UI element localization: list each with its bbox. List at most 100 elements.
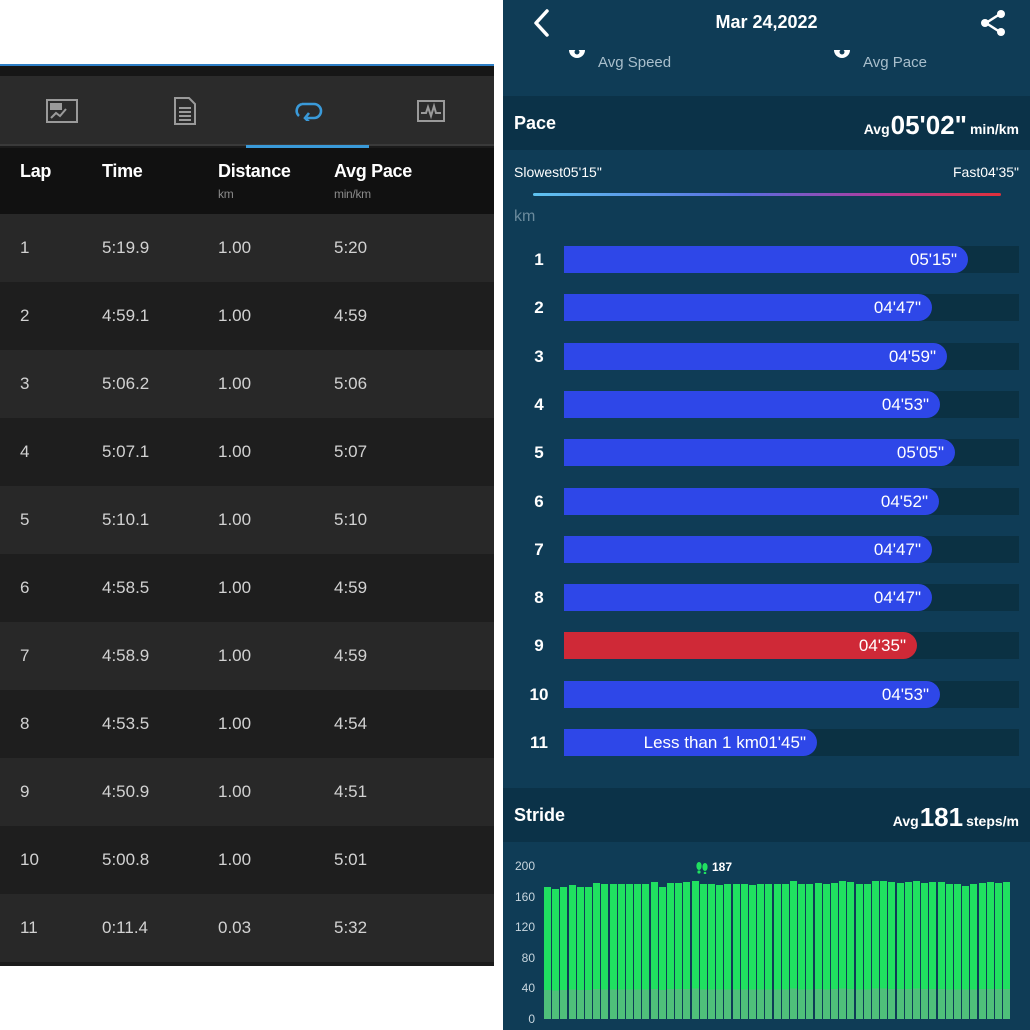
lap-cell-lap: 2	[20, 306, 30, 325]
stride-bar	[978, 882, 986, 1019]
run-detail-panel: Mar 24,2022 Avg Speed Avg Pace Pace Avg	[503, 0, 1030, 1030]
pace-row: 6 04'52"	[503, 487, 1030, 515]
lap-cell-pace: 5:32	[334, 918, 368, 937]
lap-cell-lap: 3	[20, 374, 30, 393]
pace-bar: 04'59"	[564, 342, 947, 370]
lap-row[interactable]: 8 4:53.5 1.00 4:54	[0, 690, 494, 758]
detail-header: Mar 24,2022 Avg Speed Avg Pace	[503, 0, 1030, 95]
lap-row[interactable]: 3 5:06.2 1.00 5:06	[0, 350, 494, 418]
stride-bar	[585, 887, 592, 1019]
stride-bar	[544, 887, 551, 1019]
lap-cell-time: 4:58.9	[102, 646, 150, 665]
stride-bar	[855, 883, 863, 1019]
lap-row[interactable]: 6 4:58.5 1.00 4:59	[0, 554, 494, 622]
pace-row-km: 7	[534, 539, 544, 559]
lap-cell-time: 5:19.9	[102, 238, 150, 257]
lap-cell-time: 4:58.5	[102, 578, 150, 597]
stride-bar	[880, 880, 888, 1019]
pace-row: 8 04'47"	[503, 584, 1030, 612]
lap-row[interactable]: 11 0:11.4 0.03 5:32	[0, 894, 494, 962]
avg-pace-unit: min/km	[334, 187, 371, 201]
stride-bar	[913, 881, 920, 1019]
lap-row[interactable]: 7 4:58.9 1.00 4:59	[0, 622, 494, 690]
lap-cell-lap: 11	[20, 918, 38, 937]
activity-date: Mar 24,2022	[715, 12, 818, 32]
stride-bar	[863, 884, 871, 1019]
stride-bar	[593, 882, 601, 1019]
lap-cell-time: 5:07.1	[102, 442, 150, 461]
lap-cell-distance: 1.00	[218, 714, 252, 733]
laps-panel: Lap Time Distance km Avg Pace min/km 1 5:…	[0, 64, 494, 966]
pace-chart: Slowest05'15" Fast04'35" km 1 05'15" 2 04'4…	[503, 150, 1030, 780]
lap-cell-time: 5:06.2	[102, 374, 150, 393]
stride-bar	[626, 883, 633, 1019]
fastest-label: Fast04'35"	[952, 164, 1019, 180]
stride-y-tick: 40	[521, 981, 535, 996]
pace-section-header: Pace Avg 05'02" min/km	[503, 96, 1030, 150]
pace-bar-fastest: 04'35"	[564, 632, 917, 660]
chart-card-icon	[45, 99, 78, 123]
pace-row: 9 04'35"	[503, 632, 1030, 660]
laps-loop-icon	[294, 102, 322, 121]
back-arrow-icon[interactable]	[531, 8, 553, 38]
stride-bar	[552, 888, 560, 1019]
lap-cell-time: 0:11.4	[102, 918, 149, 937]
stride-average: Avg 181 steps/m	[892, 802, 1019, 832]
stride-bar	[601, 884, 609, 1019]
lap-cell-lap: 10	[20, 850, 39, 869]
stride-chart: 187 200 160 120 80 40 0	[503, 844, 1030, 1030]
lap-cell-lap: 1	[20, 238, 30, 257]
stride-bar	[962, 885, 970, 1019]
stride-bar	[732, 884, 740, 1019]
lap-row[interactable]: 4 5:07.1 1.00 5:07	[0, 418, 494, 486]
stride-bar	[995, 882, 1002, 1019]
avg-speed-label: Avg Speed	[598, 54, 672, 71]
stride-peak-marker: 187	[695, 860, 732, 874]
col-avg-pace: Avg Pace min/km	[334, 161, 412, 201]
footprints-icon	[696, 861, 708, 874]
stride-bar	[847, 882, 855, 1019]
stride-bar	[831, 882, 838, 1019]
stride-bar	[658, 887, 666, 1019]
lap-row[interactable]: 2 4:59.1 1.00 4:59	[0, 282, 494, 350]
tab-stats[interactable]	[123, 76, 246, 146]
tab-bar	[0, 76, 494, 148]
pace-row: 5 05'05"	[503, 439, 1030, 467]
pace-row-km: 8	[534, 588, 544, 608]
pace-row: 4 04'53"	[503, 390, 1030, 418]
tab-overview[interactable]	[0, 76, 123, 146]
stride-bar	[667, 882, 674, 1019]
share-icon[interactable]	[978, 8, 1008, 38]
accent-line	[0, 64, 494, 66]
activity-graph-icon	[416, 100, 445, 122]
lap-cell-pace: 4:59	[334, 306, 368, 325]
lap-cell-time: 4:53.5	[102, 714, 150, 733]
lap-row[interactable]: 9 4:50.9 1.00 4:51	[0, 758, 494, 826]
pace-row-km: 2	[534, 298, 544, 318]
stride-bar	[945, 884, 953, 1019]
km-axis-label: km	[514, 208, 536, 225]
stride-bar	[708, 884, 715, 1019]
lap-row[interactable]: 10 5:00.8 1.00 5:01	[0, 826, 494, 894]
pace-row-km: 6	[534, 491, 544, 511]
tab-laps[interactable]	[246, 76, 369, 148]
slowest-label: Slowest05'15"	[514, 164, 602, 180]
stride-bar	[568, 885, 576, 1019]
pace-bar: 04'52"	[564, 487, 939, 515]
pace-bar: 04'53"	[564, 680, 940, 708]
lap-cell-distance: 1.00	[218, 578, 252, 597]
pace-row: 1 05'15"	[503, 246, 1030, 273]
lap-cell-lap: 6	[20, 578, 30, 597]
stride-y-tick: 200	[514, 859, 535, 873]
stride-bar	[642, 884, 650, 1019]
stride-bar	[576, 886, 584, 1019]
pace-row: 10 04'53"	[503, 680, 1030, 708]
lap-row[interactable]: 5 5:10.1 1.00 5:10	[0, 486, 494, 554]
lap-cell-pace: 4:59	[334, 646, 368, 665]
stride-section-header: Stride Avg 181 steps/m	[503, 788, 1030, 842]
lap-cell-distance: 1.00	[218, 646, 252, 665]
tab-graphs[interactable]	[369, 76, 492, 146]
stride-bar	[904, 882, 912, 1019]
distance-unit: km	[218, 187, 234, 201]
lap-row[interactable]: 1 5:19.9 1.00 5:20	[0, 214, 494, 282]
